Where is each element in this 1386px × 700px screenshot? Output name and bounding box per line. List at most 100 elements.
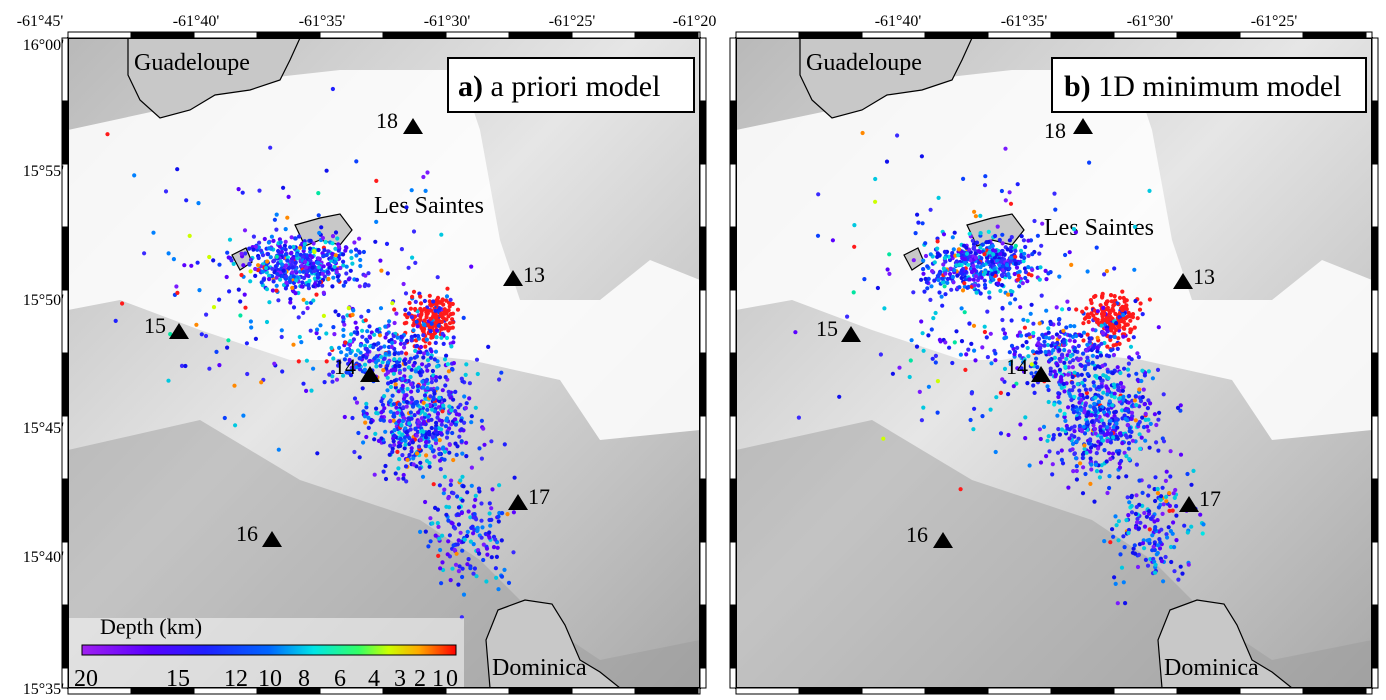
earthquake-point	[271, 279, 276, 284]
earthquake-point	[1061, 328, 1066, 333]
earthquake-point	[247, 246, 252, 251]
earthquake-point	[240, 190, 245, 195]
earthquake-point	[442, 474, 447, 479]
earthquake-point	[1084, 348, 1089, 353]
earthquake-point	[1029, 273, 1034, 278]
earthquake-point	[1007, 350, 1012, 355]
earthquake-point	[374, 406, 379, 411]
earthquake-point	[464, 454, 469, 459]
longitude-label: -61°30'	[1127, 13, 1174, 30]
earthquake-point	[1133, 298, 1138, 304]
earthquake-point	[978, 213, 983, 218]
earthquake-point	[921, 271, 926, 276]
earthquake-point	[1153, 498, 1158, 504]
earthquake-point	[1124, 518, 1129, 523]
earthquake-point	[272, 258, 277, 263]
earthquake-point	[414, 319, 419, 324]
earthquake-point	[260, 253, 266, 258]
earthquake-point	[429, 349, 434, 354]
earthquake-point	[376, 438, 381, 443]
earthquake-point	[1007, 190, 1012, 195]
earthquake-point	[352, 330, 357, 335]
earthquake-point	[1049, 343, 1054, 348]
earthquake-point	[242, 292, 247, 297]
earthquake-point	[1034, 356, 1039, 361]
earthquake-point	[1121, 394, 1126, 399]
earthquake-point	[465, 490, 470, 495]
earthquake-point	[274, 275, 279, 280]
earthquake-point	[1046, 330, 1051, 335]
earthquake-point	[241, 263, 246, 268]
earthquake-point	[1145, 563, 1151, 568]
earthquake-point	[269, 234, 274, 239]
earthquake-point	[437, 536, 442, 541]
earthquake-point	[163, 189, 169, 194]
frame-scale-segment	[798, 687, 863, 695]
earthquake-point	[1105, 431, 1110, 437]
earthquake-point	[1037, 321, 1042, 326]
earthquake-point	[966, 347, 971, 352]
earthquake-point	[343, 340, 348, 345]
earthquake-point	[1130, 315, 1135, 320]
earthquake-point	[1089, 467, 1094, 472]
earthquake-point	[379, 268, 384, 273]
earthquake-point	[421, 333, 426, 338]
earthquake-point	[1026, 253, 1031, 258]
earthquake-point	[308, 238, 313, 243]
earthquake-point	[1081, 338, 1086, 343]
earthquake-point	[1111, 343, 1116, 348]
earthquake-point	[1083, 403, 1088, 408]
earthquake-point	[383, 429, 388, 434]
earthquake-point	[434, 302, 439, 307]
station-15-marker	[841, 326, 861, 342]
station-14-marker	[360, 366, 380, 382]
earthquake-point	[1134, 462, 1139, 467]
earthquake-point	[1072, 429, 1077, 434]
earthquake-point	[400, 412, 405, 417]
earthquake-point	[418, 529, 423, 535]
earthquake-point	[1090, 353, 1095, 358]
earthquake-point	[489, 506, 494, 511]
earthquake-point	[1107, 474, 1112, 479]
earthquake-point	[988, 407, 993, 412]
earthquake-point	[972, 268, 977, 273]
earthquake-point	[399, 423, 404, 428]
earthquake-point	[1138, 520, 1143, 525]
earthquake-point	[301, 381, 306, 386]
earthquake-point	[1122, 545, 1127, 550]
longitude-label: -61°45'	[17, 13, 64, 30]
earthquake-point	[1107, 485, 1112, 491]
earthquake-point	[472, 511, 477, 517]
earthquake-point	[993, 270, 998, 275]
frame-scale-segment	[67, 687, 132, 695]
earthquake-point	[332, 264, 337, 269]
earthquake-point	[926, 276, 931, 281]
earthquake-point	[288, 300, 293, 305]
earthquake-point	[382, 344, 387, 349]
frame-scale-segment	[571, 687, 636, 695]
earthquake-point	[1132, 543, 1137, 548]
earthquake-point	[420, 474, 426, 479]
earthquake-point	[1121, 580, 1126, 585]
earthquake-point	[418, 405, 423, 410]
earthquake-point	[1147, 445, 1152, 450]
earthquake-point	[425, 170, 430, 175]
earthquake-point	[1079, 397, 1084, 403]
earthquake-point	[1098, 469, 1104, 474]
earthquake-point	[1022, 251, 1027, 256]
frame-scale-segment	[697, 687, 701, 695]
earthquake-point	[1046, 349, 1051, 354]
earthquake-point	[1109, 348, 1114, 353]
earthquake-point	[512, 475, 517, 480]
earthquake-point	[1008, 259, 1013, 264]
earthquake-point	[1110, 371, 1115, 376]
longitude-label: -61°25'	[549, 13, 596, 30]
station-16-label: 16	[236, 521, 258, 546]
earthquake-point	[427, 299, 432, 304]
earthquake-point	[935, 410, 940, 415]
earthquake-point	[314, 292, 319, 297]
earthquake-point	[418, 460, 423, 465]
earthquake-point	[394, 311, 399, 316]
earthquake-point	[1159, 559, 1164, 564]
earthquake-point	[1083, 471, 1088, 477]
